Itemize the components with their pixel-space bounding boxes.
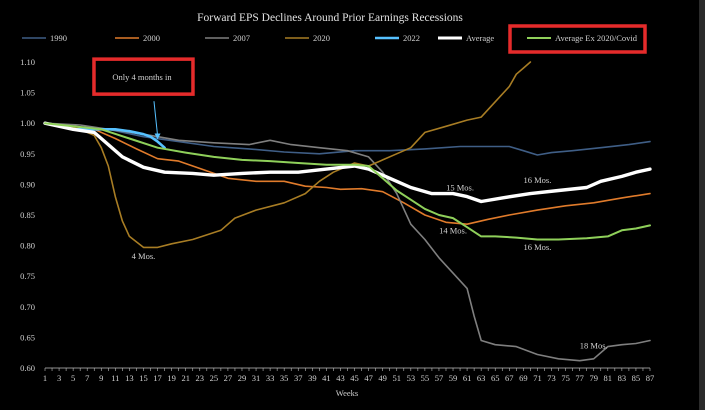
annotation-label: Only 4 months in [112,72,172,82]
y-tick-label: 1.05 [20,88,35,98]
x-tick-label: 75 [561,373,570,383]
y-tick-label: 0.80 [20,241,35,251]
x-tick-label: 23 [196,373,205,383]
x-tick-label: 25 [210,373,219,383]
x-tick-label: 83 [618,373,627,383]
annotation-label: 4 Mos. [132,251,156,261]
x-tick-label: 85 [632,373,641,383]
x-tick-label: 59 [449,373,458,383]
legend-label-2022: 2022 [403,33,420,43]
x-tick-label: 45 [350,373,359,383]
legend: 1990 2000 2007 2020 2022 Average Average Ex 20… [22,24,647,54]
x-tick-label: 67 [505,373,514,383]
y-tick-label: 1.00 [20,118,35,128]
x-tick-label: 33 [266,373,275,383]
legend-label-1990: 1990 [50,33,67,43]
x-tick-label: 7 [85,373,89,383]
x-tick-label: 65 [491,373,500,383]
y-tick-label: 0.65 [20,332,35,342]
y-tick-label: 0.75 [20,271,35,281]
window-edge [699,0,705,410]
x-tick-label: 31 [252,373,261,383]
x-tick-label: 17 [153,373,162,383]
x-tick-label: 73 [547,373,556,383]
x-tick-label: 79 [589,373,598,383]
x-tick-label: 39 [308,373,317,383]
annotations: Only 4 months in 4 Mos. 15 Mos. 14 Mos. 16 M… [92,57,608,350]
y-tick-label: 0.70 [20,302,35,312]
x-tick-label: 1 [43,373,47,383]
x-tick-label: 77 [575,373,584,383]
y-tick-label: 0.90 [20,179,35,189]
x-tick-label: 43 [336,373,345,383]
annotation-arrow [153,101,159,136]
x-tick-label: 15 [139,373,148,383]
legend-label-2020: 2020 [313,33,330,43]
annotation-label: 16 Mos. [524,242,552,252]
x-tick-label: 13 [125,373,134,383]
legend-highlight-box [508,24,647,54]
x-tick-label: 3 [57,373,61,383]
annotation-label: 14 Mos. [439,225,467,235]
x-tick-label: 35 [280,373,289,383]
legend-label-2007: 2007 [233,33,250,43]
series-layer [43,61,652,362]
series-line-2000 [44,122,651,225]
annotation-label: 16 Mos. [524,175,552,185]
x-tick-label: 81 [604,373,613,383]
x-tick-label: 47 [364,373,373,383]
x-tick-label: 71 [533,373,542,383]
y-tick-label: 0.60 [20,363,35,373]
legend-label-average: Average [466,33,494,43]
x-tick-label: 19 [167,373,176,383]
legend-label-average-ex-2020-covid: Average Ex 2020/Covid [555,33,638,43]
annotation-label: 18 Mos. [580,340,608,350]
y-tick-label: 0.95 [20,149,35,159]
annotation-label: 15 Mos. [446,183,474,193]
x-tick-label: 87 [646,373,655,383]
x-tick-label: 49 [378,373,387,383]
x-tick-label: 53 [407,373,416,383]
x-tick-label: 37 [294,373,303,383]
series-line-2007 [44,122,651,362]
x-tick-label: 57 [435,373,444,383]
x-tick-label: 29 [238,373,247,383]
legend-label-2000: 2000 [143,33,160,43]
x-tick-label: 63 [477,373,486,383]
series-line-2020 [44,61,532,249]
annotation-arrowhead [154,133,161,140]
x-tick-label: 11 [111,373,119,383]
x-tick-label: 55 [421,373,430,383]
x-tick-label: 21 [181,373,190,383]
series-line-average-ex-2020-covid [44,122,651,241]
x-tick-label: 9 [99,373,103,383]
y-tick-label: 0.85 [20,210,35,220]
x-axis-label: Weeks [336,388,358,398]
x-tick-label: 27 [224,373,233,383]
y-axis: 0.60 0.65 0.70 0.75 0.80 0.85 0.90 0.95 1.00 1.05… [20,57,35,373]
x-tick-label: 51 [392,373,401,383]
x-tick-label: 41 [322,373,331,383]
x-tick-label: 69 [519,373,528,383]
chart-title: Forward EPS Declines Around Prior Earnin… [197,12,463,24]
x-tick-label: 5 [71,373,75,383]
y-tick-label: 1.10 [20,57,35,67]
x-tick-label: 61 [463,373,472,383]
annotation-highlight-box [92,57,195,96]
x-axis: 1 3 5 7 9 11 13 15 17 19 21 23 25 27 29 31 33 35 37 39 41 43 4… [43,367,655,383]
